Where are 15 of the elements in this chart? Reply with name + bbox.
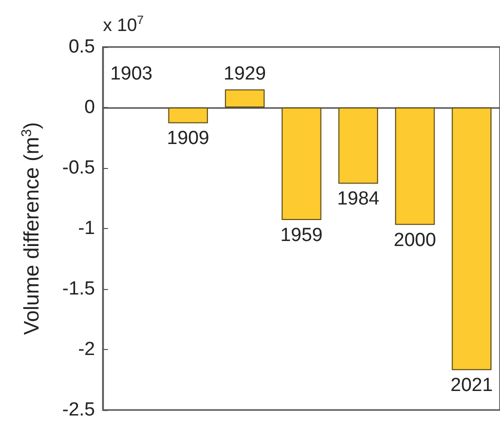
y-tick-label: -2.5 (62, 400, 95, 420)
y-axis-title: Volume difference (m3) (18, 122, 44, 335)
x-tick-label: 2021 (450, 375, 493, 396)
y-tick-label: 0 (84, 97, 95, 118)
y-tick-label: 0.5 (68, 36, 95, 58)
x-tick-label: 1903 (110, 64, 152, 84)
x-tick-label: 1929 (224, 63, 266, 84)
y-tick-label: -1 (78, 218, 95, 239)
x-tick-label: 1984 (337, 188, 380, 210)
y-tick-label: -1.5 (62, 278, 95, 300)
x-tick-label: 1909 (166, 128, 210, 150)
x-tick-label: 2000 (394, 230, 436, 251)
x-tick-label: 1959 (280, 225, 323, 246)
y-tick-label: -0.5 (62, 158, 95, 178)
y-tick-label: -2 (78, 339, 95, 360)
